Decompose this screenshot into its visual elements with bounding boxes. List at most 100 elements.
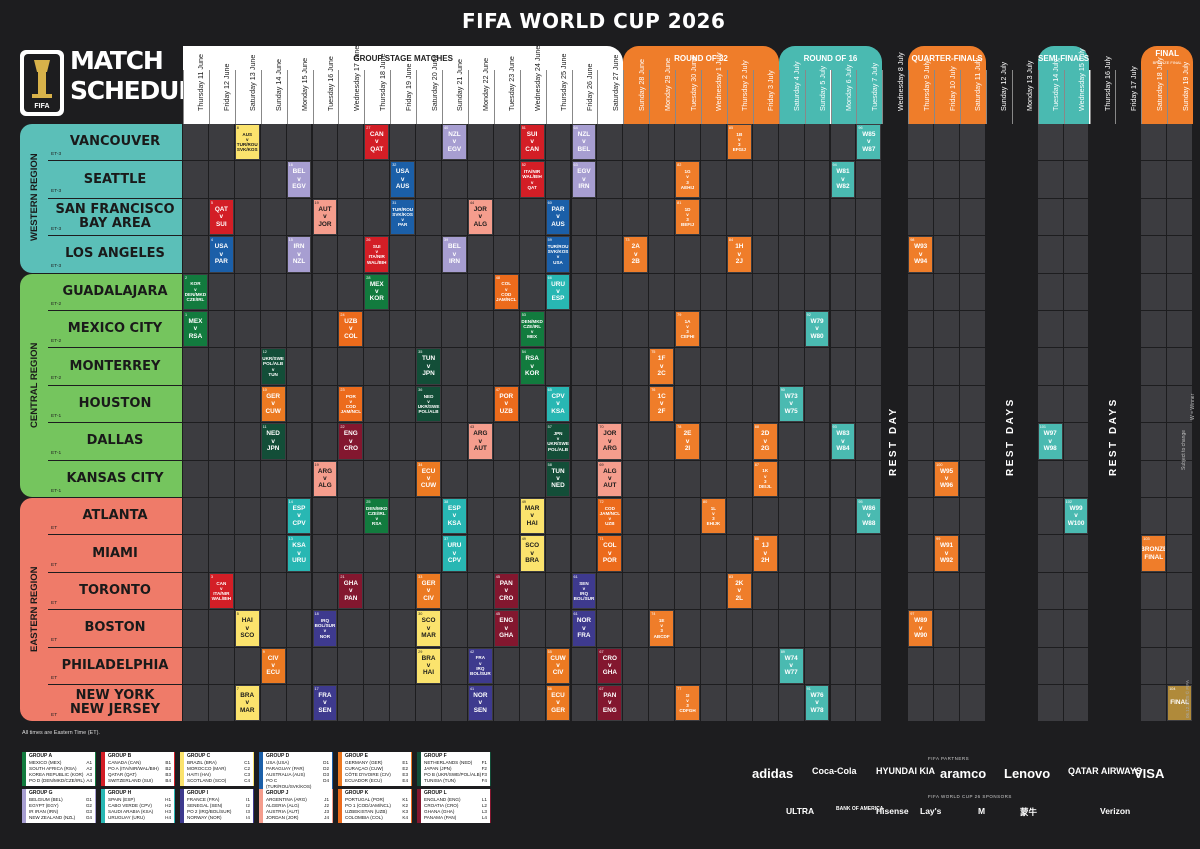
match-cell[interactable]: 7 BRA v MAR bbox=[235, 686, 259, 721]
match-cell[interactable]: 104 FINAL bbox=[1168, 686, 1192, 721]
match-cell[interactable]: 90 W73 v W75 bbox=[779, 386, 803, 422]
match-cell[interactable]: 97 W89 v W90 bbox=[909, 611, 933, 646]
match-cell[interactable]: 5 HAI v SCO bbox=[235, 611, 259, 646]
match-cell[interactable]: 81 1D v 3 BEFIJ bbox=[676, 199, 699, 235]
match-cell[interactable]: 14 ESP v CPV bbox=[287, 499, 311, 534]
match-cell[interactable]: 10 GER v CUW bbox=[261, 386, 285, 422]
match-cell[interactable]: 33 GER v CIV bbox=[417, 573, 440, 609]
match-cell[interactable]: 34 ECU v CUW bbox=[417, 461, 440, 496]
match-cell[interactable]: 80 1L v 3 EHIJK bbox=[702, 499, 725, 534]
match-cell[interactable]: 79 1A v 3 CEFHI bbox=[676, 312, 699, 347]
match-cell[interactable]: 1 MEX v RSA bbox=[184, 312, 207, 347]
match-cell[interactable]: 85 1B v 3 EFGIJ bbox=[727, 125, 751, 160]
match-cell[interactable]: 98 W93 v W94 bbox=[909, 237, 933, 272]
match-cell[interactable]: 58 TUN v NED bbox=[546, 461, 570, 496]
match-cell[interactable]: 57 JPN v UKR/SWE POL/ALB bbox=[546, 424, 570, 459]
match-cell[interactable]: 16 BEL v EGV bbox=[287, 162, 311, 197]
match-cell[interactable]: 37 URU v CPV bbox=[443, 536, 466, 571]
match-cell[interactable]: 95 W86 v W88 bbox=[857, 499, 881, 534]
match-cell[interactable]: 70 JOR v ARG bbox=[598, 424, 622, 459]
match-cell[interactable]: 48 COL v COD JAM/NCL bbox=[494, 274, 518, 309]
match-cell[interactable]: 59 TUR/ROU SVK/KOS v USA bbox=[546, 237, 570, 272]
match-cell[interactable]: 41 NOR v SEN bbox=[468, 686, 492, 721]
match-cell[interactable]: 100 W95 v W96 bbox=[935, 461, 958, 496]
match-cell[interactable]: 89 W74 v W77 bbox=[779, 648, 803, 683]
match-cell[interactable]: 99 W91 v W92 bbox=[935, 536, 958, 571]
match-cell[interactable]: 73 2A v 2B bbox=[624, 237, 648, 272]
match-cell[interactable]: 93 W83 v W84 bbox=[831, 424, 855, 459]
match-cell[interactable]: 3 CAN v ITA/NIR WAL/BIH bbox=[209, 573, 233, 609]
match-cell[interactable]: 66 URU v ESP bbox=[546, 274, 570, 309]
match-cell[interactable]: 11 NED v JPN bbox=[261, 424, 285, 459]
match-cell[interactable]: 74 1E v 3 ABCDF bbox=[650, 611, 674, 646]
match-cell[interactable]: 38 ESP v KSA bbox=[443, 499, 466, 534]
match-cell[interactable]: 92 W79 v W80 bbox=[805, 312, 829, 347]
match-cell[interactable]: 43 ARG v AUT bbox=[468, 424, 492, 459]
match-cell[interactable]: 18 IRQ BOL/SUR v NOR bbox=[313, 611, 337, 646]
match-cell[interactable]: 52 ITA/NIR WAL/BIH v QAT bbox=[520, 162, 544, 197]
match-cell[interactable]: 36 NED v UKR/SWE POL/ALB bbox=[417, 386, 440, 422]
match-cell[interactable]: 26 SUI v ITA/NIR WAL/BIH bbox=[365, 237, 389, 272]
match-cell[interactable]: 56 ECU v GER bbox=[546, 686, 570, 721]
match-cell[interactable]: 82 1G v 3 AEHIJ bbox=[676, 162, 699, 197]
match-cell[interactable]: 29 BRA v HAI bbox=[417, 648, 440, 683]
match-cell[interactable]: 76 1C v 2F bbox=[650, 386, 674, 422]
match-cell[interactable]: 63 EGV v IRN bbox=[572, 162, 596, 197]
match-cell[interactable]: 96 W85 v W87 bbox=[857, 125, 881, 160]
match-cell[interactable]: 102 W99 v W100 bbox=[1064, 499, 1088, 534]
match-cell[interactable]: 83 2K v 2L bbox=[727, 573, 751, 609]
match-cell[interactable]: 69 ALG v AUT bbox=[598, 461, 622, 496]
match-cell[interactable]: 9 CIV v ECU bbox=[261, 648, 285, 683]
match-cell[interactable]: 49 MAR v HAI bbox=[520, 499, 544, 534]
match-cell[interactable]: 12 UKR/SWE POL/ALB v TUN bbox=[261, 349, 285, 384]
match-cell[interactable]: 19 AUT v JOR bbox=[313, 199, 337, 235]
match-cell[interactable]: 21 GHA v PAN bbox=[339, 573, 363, 609]
match-cell[interactable]: 40 NZL v EGV bbox=[443, 125, 466, 160]
match-cell[interactable]: 15 IRN v NZL bbox=[287, 237, 311, 272]
match-cell[interactable]: 61 NOR v FRA bbox=[572, 611, 596, 646]
match-cell[interactable]: 23 POR v COD JAM/NCL bbox=[339, 386, 363, 422]
match-cell[interactable]: 101 W97 v W98 bbox=[1038, 424, 1062, 459]
match-cell[interactable]: 31 TUR/ROU SVK/KOS v PAR bbox=[391, 199, 415, 235]
match-cell[interactable]: 51 SUI v CAN bbox=[520, 125, 544, 160]
match-cell[interactable]: 47 POR v UZB bbox=[494, 386, 518, 422]
match-cell[interactable]: 32 USA v AUS bbox=[391, 162, 415, 197]
match-cell[interactable]: 103 BRONZE FINAL bbox=[1142, 536, 1166, 571]
match-cell[interactable]: 17 FRA v SEN bbox=[313, 686, 337, 721]
match-cell[interactable]: 39 BEL v IRN bbox=[443, 237, 466, 272]
match-cell[interactable]: 94 W81 v W82 bbox=[831, 162, 855, 197]
match-cell[interactable]: 4 USA v PAR bbox=[209, 237, 233, 272]
match-cell[interactable]: 86 1J v 2H bbox=[753, 536, 777, 571]
match-cell[interactable]: 91 W76 v W78 bbox=[805, 686, 829, 721]
match-cell[interactable]: 67 CRO v GHA bbox=[598, 648, 622, 683]
match-cell[interactable]: 42 FRA v IRQ BOL/SUR bbox=[468, 648, 492, 683]
match-cell[interactable]: 67 PAN v ENG bbox=[598, 686, 622, 721]
match-cell[interactable]: 55 CUW v CIV bbox=[546, 648, 570, 683]
match-cell[interactable]: 78 2E v 2I bbox=[676, 424, 699, 459]
match-cell[interactable]: 65 CPV v KSA bbox=[546, 386, 570, 422]
match-cell[interactable]: 44 JOR v ALG bbox=[468, 199, 492, 235]
match-cell[interactable]: 24 UZB v COL bbox=[339, 312, 363, 347]
match-cell[interactable]: 22 ENG v CRO bbox=[339, 424, 363, 459]
match-cell[interactable]: 72 COD JAM/NCL v UZB bbox=[598, 499, 622, 534]
match-cell[interactable]: 13 KSA v URU bbox=[287, 536, 311, 571]
match-cell[interactable]: 54 RSA v KOR bbox=[520, 349, 544, 384]
match-cell[interactable]: 61 SEN v IRQ BOL/SUR bbox=[572, 573, 596, 609]
match-cell[interactable]: 35 TUN v JPN bbox=[417, 349, 440, 384]
match-cell[interactable]: 88 2D v 2G bbox=[753, 424, 777, 459]
match-cell[interactable]: 64 NZL v BEL bbox=[572, 125, 596, 160]
match-cell[interactable]: 28 MEX v KOR bbox=[365, 274, 389, 309]
match-cell[interactable]: 27 CAN v QAT bbox=[365, 125, 389, 160]
match-cell[interactable]: 75 1F v 2C bbox=[650, 349, 674, 384]
match-cell[interactable]: 25 DEN/MKD CZE/IRL v RSA bbox=[365, 499, 389, 534]
match-cell[interactable]: 45 PAN v CRO bbox=[494, 573, 518, 609]
match-cell[interactable]: 77 1I v 3 CDFGH bbox=[676, 686, 699, 721]
match-cell[interactable]: 53 DEN/MKD CZE/IRL v MEX bbox=[520, 312, 544, 347]
match-cell[interactable]: 84 1H v 2J bbox=[727, 237, 751, 272]
match-cell[interactable]: 2 KOR v DEN/MKD CZE/IRL bbox=[184, 274, 207, 309]
match-cell[interactable]: 5 QAT v SUI bbox=[209, 199, 233, 235]
match-cell[interactable]: 87 1K v 3 DEIJL bbox=[753, 461, 777, 496]
match-cell[interactable]: 45 ENG v GHA bbox=[494, 611, 518, 646]
match-cell[interactable]: 71 COL v POR bbox=[598, 536, 622, 571]
match-cell[interactable]: 8 AUS v TUR/ROU SVK/KOS bbox=[235, 125, 259, 160]
